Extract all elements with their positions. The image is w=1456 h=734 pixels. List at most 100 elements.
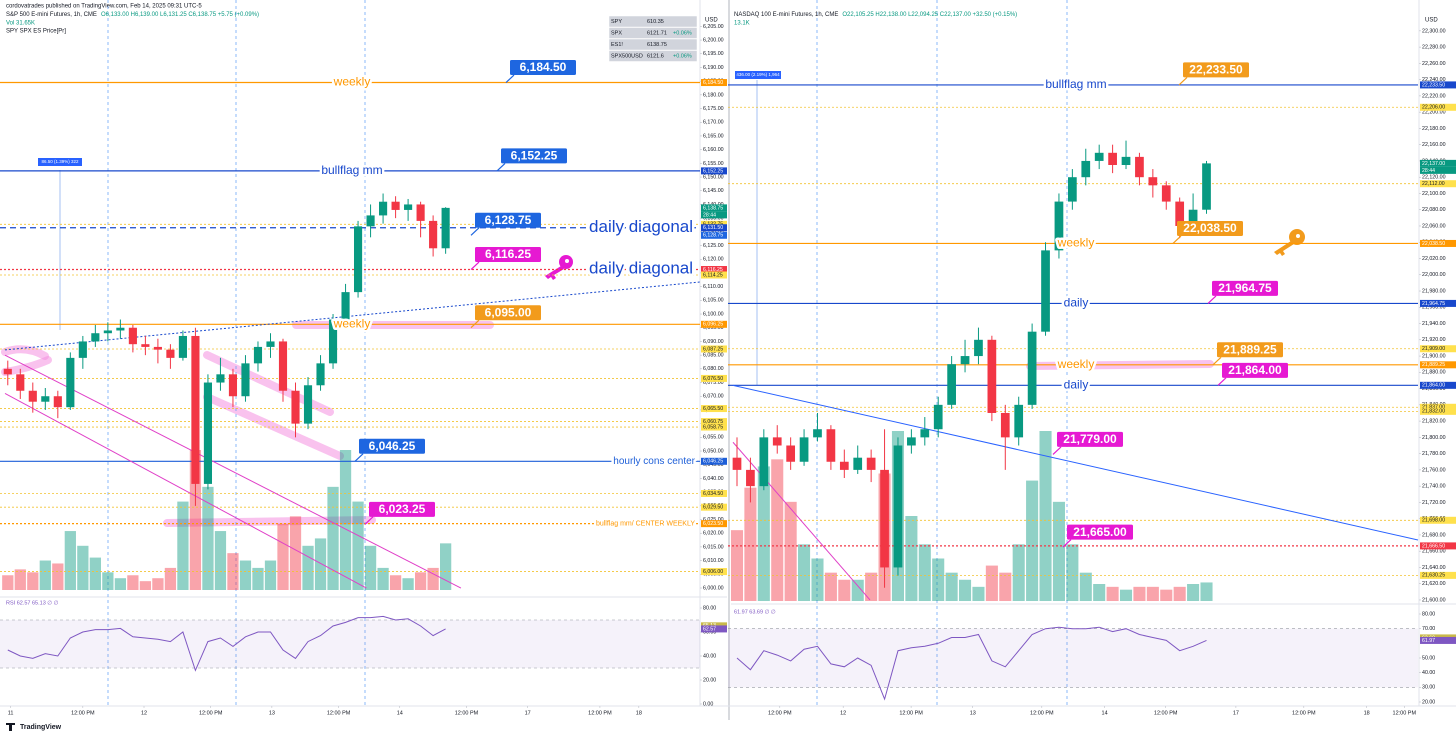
table-cell: 6121.71 bbox=[647, 31, 667, 37]
candle-body bbox=[1068, 177, 1077, 202]
level-label: bullflag mm/ CENTER WEEKLY bbox=[596, 520, 695, 527]
callout-box bbox=[369, 501, 435, 517]
candle-body bbox=[772, 437, 782, 446]
price-badge-label: 22,112.00 bbox=[1422, 181, 1445, 187]
rsi-tick-label: 20.00 bbox=[703, 677, 716, 683]
candle-body bbox=[759, 437, 769, 487]
brand-logo bbox=[6, 723, 15, 731]
volume-bar bbox=[102, 572, 114, 590]
ohlc-legend: O6,133.00 H6,139.00 L6,131.25 C6,138.75 … bbox=[101, 12, 259, 18]
rsi-badge-label: 61.97 bbox=[1422, 638, 1435, 644]
price-badge bbox=[1420, 571, 1456, 579]
y-tick-label: 6,165.00 bbox=[703, 133, 724, 139]
y-tick-label: 6,195.00 bbox=[703, 51, 724, 57]
callout-label: 21,864.00 bbox=[1228, 363, 1282, 377]
volume-bar bbox=[314, 538, 327, 590]
callout-box bbox=[475, 247, 541, 263]
y-tick-label: 22,240.00 bbox=[1422, 77, 1446, 83]
x-tick-label: 14 bbox=[397, 710, 403, 716]
rsi-tick-label: 0.00 bbox=[703, 701, 713, 707]
y-tick-label: 6,120.00 bbox=[703, 257, 724, 263]
table-cell: +0.06% bbox=[673, 31, 692, 37]
key-hole bbox=[565, 259, 569, 263]
chart-title: S&P 500 E-mini Futures, 1h, CME O6,133.00… bbox=[6, 12, 259, 18]
volume-bar bbox=[744, 487, 757, 601]
measure-label: 86.50 (1.39%) 322 bbox=[41, 159, 79, 164]
y-tick-label: 22,160.00 bbox=[1422, 142, 1446, 148]
price-badge bbox=[701, 167, 727, 175]
level-label: weekly bbox=[1057, 236, 1095, 250]
volume-bar bbox=[189, 450, 202, 590]
price-badge-label: 21,698.00 bbox=[1422, 518, 1445, 524]
candle-body bbox=[3, 368, 12, 375]
candle-body bbox=[366, 215, 375, 227]
callout-pointer bbox=[1207, 295, 1217, 304]
price-badge-label: 6,096.25 bbox=[703, 322, 723, 328]
rsi-line bbox=[7, 615, 446, 672]
level-label: weekly bbox=[333, 316, 371, 330]
table-cell: 6121.6 bbox=[647, 54, 664, 60]
table-cell: 610.35 bbox=[647, 19, 664, 25]
highlight-stroke bbox=[163, 516, 376, 527]
callout-label: 6,128.75 bbox=[485, 213, 532, 227]
title-text: NASDAQ 100 E-mini Futures, 1h, CME bbox=[734, 12, 838, 18]
y-tick-label: 21,680.00 bbox=[1422, 532, 1446, 538]
callout-box bbox=[1183, 62, 1249, 78]
callout-pointer bbox=[1217, 377, 1227, 386]
table-row bbox=[608, 27, 698, 39]
level-label: bullflag mm bbox=[321, 163, 382, 177]
candle-body bbox=[379, 201, 388, 216]
candle-body bbox=[391, 201, 400, 210]
price-badge bbox=[701, 231, 727, 239]
volume-bar bbox=[14, 569, 26, 590]
candle-body bbox=[241, 363, 250, 397]
y-tick-label: 21,940.00 bbox=[1422, 321, 1446, 327]
callout-label: 21,964.75 bbox=[1218, 281, 1272, 295]
callout-box bbox=[475, 305, 541, 321]
price-badge bbox=[701, 266, 727, 274]
rsi-tick-label: 50.00 bbox=[1422, 655, 1435, 661]
price-badge bbox=[1420, 180, 1456, 188]
rsi-tick-label: 70.00 bbox=[1422, 626, 1435, 632]
price-badge-label: 6,087.25 bbox=[703, 346, 723, 352]
table-row bbox=[608, 38, 698, 51]
x-tick-label: 13 bbox=[970, 710, 976, 716]
trendline bbox=[732, 384, 1419, 541]
candle-body bbox=[266, 341, 275, 347]
volume-bar bbox=[1187, 584, 1200, 601]
candle-body bbox=[960, 356, 970, 365]
price-badge bbox=[701, 374, 727, 382]
y-tick-label: 22,260.00 bbox=[1422, 61, 1446, 67]
price-badge-label: 6,006.00 bbox=[703, 569, 723, 575]
y-tick-label: 21,880.00 bbox=[1422, 370, 1446, 376]
callout-label: 22,233.50 bbox=[1189, 63, 1243, 77]
y-tick-label: 6,105.00 bbox=[703, 298, 724, 304]
x-tick-label: 12:00 PM bbox=[1030, 710, 1054, 716]
volume-bar bbox=[164, 567, 177, 590]
y-tick-label: 21,960.00 bbox=[1422, 305, 1446, 311]
volume-bar bbox=[202, 486, 214, 590]
volume-bar bbox=[1146, 586, 1159, 601]
chart-title: NASDAQ 100 E-mini Futures, 1h, CME O22,10… bbox=[734, 12, 1017, 18]
brand: TradingView bbox=[20, 724, 62, 731]
rsi-badge-label: 62.57 bbox=[703, 626, 716, 632]
rsi-tick-label: 20.00 bbox=[1422, 699, 1435, 705]
price-badge bbox=[701, 224, 727, 232]
table-cell: SPX500USD bbox=[611, 54, 643, 60]
volume-label: Vol 31.65K bbox=[6, 21, 35, 27]
y-tick-label: 6,040.00 bbox=[703, 476, 724, 482]
title-text: S&P 500 E-mini Futures, 1h, CME bbox=[6, 12, 97, 18]
price-badge bbox=[1420, 361, 1456, 369]
callout-box bbox=[1212, 280, 1278, 296]
callout-label: 6,184.50 bbox=[520, 60, 567, 74]
price-badge-label: 21,909.00 bbox=[1422, 346, 1445, 352]
price-badge bbox=[701, 423, 727, 431]
candle-body bbox=[853, 457, 863, 470]
y-tick-label: 6,010.00 bbox=[703, 558, 724, 564]
callout-pointer bbox=[496, 162, 506, 172]
level-label: bullflag mm bbox=[1045, 77, 1106, 91]
callout-box bbox=[475, 212, 541, 228]
price-badge-label: 6,076.50 bbox=[703, 376, 723, 382]
currency: USD bbox=[1425, 18, 1438, 24]
